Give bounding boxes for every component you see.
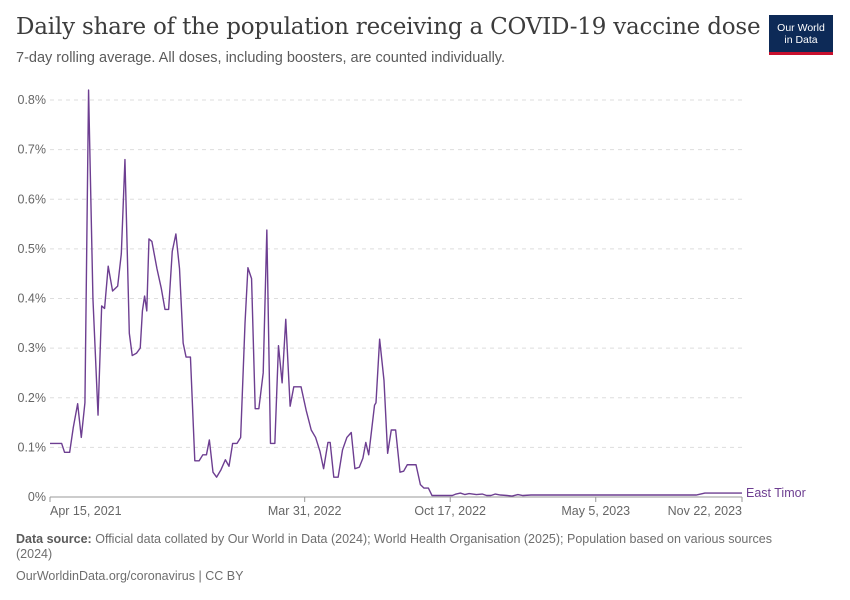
x-tick-label: Apr 15, 2021 xyxy=(50,504,122,518)
y-tick-label: 0.4% xyxy=(18,292,47,306)
x-tick-label: Nov 22, 2023 xyxy=(668,504,742,518)
chart-title: Daily share of the population receiving … xyxy=(16,14,761,40)
license-link[interactable]: OurWorldinData.org/coronavirus | CC BY xyxy=(16,569,244,583)
series-line xyxy=(50,89,742,497)
x-tick-label: Mar 31, 2022 xyxy=(268,504,342,518)
y-tick-label: 0.8% xyxy=(18,93,47,107)
y-tick-label: 0.3% xyxy=(18,341,47,355)
owid-logo[interactable]: Our World in Data xyxy=(769,15,833,55)
data-source: Data source: Official data collated by O… xyxy=(16,532,796,562)
x-tick-label: Oct 17, 2022 xyxy=(414,504,486,518)
y-tick-label: 0.1% xyxy=(18,440,47,454)
x-tick-label: May 5, 2023 xyxy=(561,504,630,518)
logo-line-2: in Data xyxy=(784,33,818,46)
y-tick-label: 0.5% xyxy=(18,242,47,256)
source-label: Data source: xyxy=(16,532,92,546)
y-tick-label: 0.6% xyxy=(18,192,47,206)
y-tick-label: 0.7% xyxy=(18,143,47,157)
y-tick-label: 0.2% xyxy=(18,391,47,405)
source-text: Official data collated by Our World in D… xyxy=(16,532,772,561)
y-tick-label: 0% xyxy=(28,490,46,504)
chart-subtitle: 7-day rolling average. All doses, includ… xyxy=(16,50,505,66)
series-label: East Timor xyxy=(746,486,806,500)
logo-line-1: Our World xyxy=(777,21,825,34)
